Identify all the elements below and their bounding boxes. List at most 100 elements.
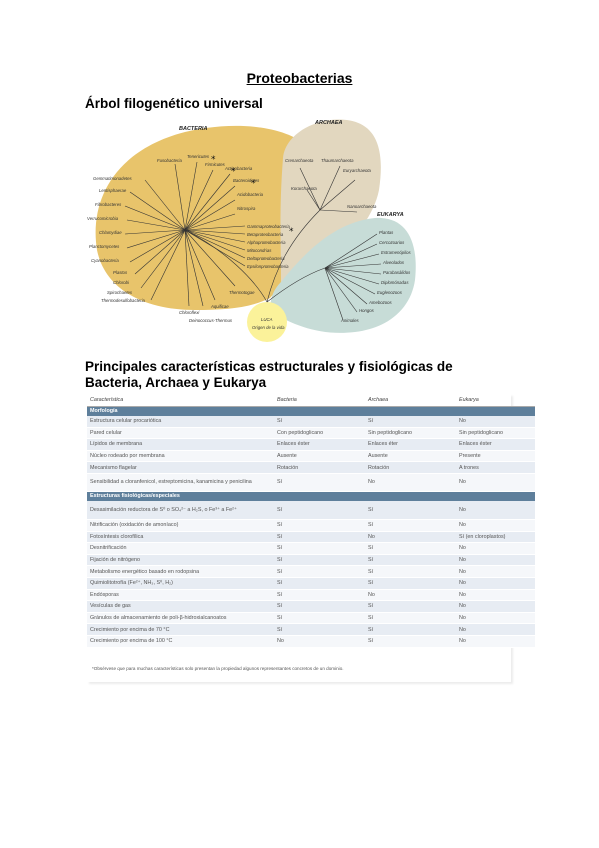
cell: Sí <box>274 531 365 544</box>
taxon-label: Estramenópilos <box>381 250 411 255</box>
phylogenetic-tree-figure: BACTERIA ARCHAEA EUKARYA Gemmatimonadete… <box>87 119 416 342</box>
section-header: Morfología <box>87 406 535 416</box>
taxon-label: Bacteroidetes <box>233 178 260 183</box>
taxon-label: Cyanobacteria <box>91 258 119 263</box>
cell: Sí <box>365 542 456 555</box>
cell: Desasimilación reductora de S⁰ o SO₄²⁻ a… <box>87 500 274 520</box>
table-row: Mecanismo flagelar Rotación Rotación A tron… <box>87 461 535 474</box>
cell: Sí (en cloroplastos) <box>456 531 535 544</box>
table-row: Estructura celular procariótica Sí Sí No <box>87 416 535 428</box>
cell: No <box>365 531 456 544</box>
taxon-label: Euglenozoos <box>377 290 403 295</box>
cell: No <box>456 519 535 532</box>
taxon-label: Planctomycetes <box>89 244 120 249</box>
cell: Fotosíntesis clorofílica <box>87 531 274 544</box>
cell: Sí <box>274 473 365 492</box>
table-heading: Principales características estructurale… <box>85 359 453 390</box>
taxon-label: Firmicutes <box>205 162 226 167</box>
taxon-label: Spirochaetes <box>107 290 133 295</box>
taxon-label: Chloroflexi <box>179 310 200 315</box>
cell: No <box>456 623 535 636</box>
cell: Sin peptidoglicano <box>456 427 535 440</box>
taxon-label: Alphaproteobacteria <box>246 240 286 245</box>
taxon-label: Aquificae <box>210 304 229 309</box>
taxon-label: Parabasálidos <box>383 270 411 275</box>
star-marker: * <box>289 227 294 237</box>
cell: Sí <box>365 600 456 613</box>
taxon-label: Nitrospira <box>237 206 256 211</box>
table-row: Gránulos de almacenamiento de poli-β-hid… <box>87 612 535 625</box>
table-row: Crecimiento por encima de 70 °C Sí Sí No <box>87 623 535 636</box>
table-row: Vesículas de gas Sí Sí No <box>87 600 535 613</box>
taxon-label: Crenarchaeota <box>285 158 314 163</box>
table-row: Fijación de nitrógeno Sí Sí No <box>87 554 535 567</box>
cell: Sí <box>274 600 365 613</box>
taxon-label: Tenericutes <box>187 154 210 159</box>
cell: Sí <box>365 416 456 428</box>
cell: No <box>456 565 535 578</box>
cell: Nitrificación (oxidación de amoníaco) <box>87 519 274 532</box>
cell: Crecimiento por encima de 100 °C <box>87 635 274 648</box>
cell: No <box>365 473 456 492</box>
tree-heading: Árbol filogenético universal <box>85 96 263 111</box>
cell: Estructura celular procariótica <box>87 416 274 428</box>
characteristics-table: Característica Bacteria Archaea Eukarya … <box>87 394 535 648</box>
taxon-label: Deltaproteobacteria <box>247 256 285 261</box>
cell: Con peptidoglicano <box>274 427 365 440</box>
cell: Mecanismo flagelar <box>87 461 274 474</box>
cell: Sí <box>274 623 365 636</box>
table-row: Desnitrificación Sí Sí No <box>87 542 535 555</box>
cell: No <box>456 542 535 555</box>
star-marker: * <box>211 155 216 165</box>
taxon-label: Lentisphaerae <box>99 188 127 193</box>
cell: Sí <box>365 635 456 648</box>
bacteria-domain-blob <box>95 125 322 310</box>
table-row: Crecimiento por encima de 100 °C No Sí No <box>87 635 535 648</box>
cell: Rotación <box>365 461 456 474</box>
cell: Sí <box>365 577 456 590</box>
cell: Enlaces éster <box>456 438 535 451</box>
taxon-label: Animales <box>340 318 360 323</box>
cell: Desnitrificación <box>87 542 274 555</box>
taxon-label: Gammaproteobacteria <box>247 224 290 229</box>
luca-sublabel: Origen de la vida <box>252 325 285 330</box>
taxon-label: Diplomónadas <box>381 280 409 285</box>
cell: No <box>456 600 535 613</box>
cell: No <box>365 589 456 602</box>
tree-branches <box>124 161 382 321</box>
cell: Sí <box>365 554 456 567</box>
table-row: Fotosíntesis clorofílica Sí No Sí (en cloro… <box>87 531 535 544</box>
cell: Ausente <box>365 450 456 463</box>
cell: Sí <box>274 577 365 590</box>
cell: Ausente <box>274 450 365 463</box>
cell: No <box>274 635 365 648</box>
cell: Sí <box>365 519 456 532</box>
cell: Núcleo rodeado por membrana <box>87 450 274 463</box>
taxon-label: Korarchaeota <box>291 186 317 191</box>
cell: Sin peptidoglicano <box>365 427 456 440</box>
star-marker: * <box>251 179 256 189</box>
cell: Sí <box>274 500 365 520</box>
cell: Sí <box>365 565 456 578</box>
cell: Presente <box>456 450 535 463</box>
cell: No <box>456 473 535 492</box>
table-row: Núcleo rodeado por membrana Ausente Ausent… <box>87 450 535 463</box>
eukarya-domain-label: EUKARYA <box>377 212 404 218</box>
cell: Fijación de nitrógeno <box>87 554 274 567</box>
taxon-label: Actinobacteria <box>224 166 253 171</box>
taxon-label: Plastos <box>113 270 128 275</box>
cell: Rotación <box>274 461 365 474</box>
cell: Crecimiento por encima de 70 °C <box>87 623 274 636</box>
cell: Endósporas <box>87 589 274 602</box>
cell: Lípidos de membrana <box>87 438 274 451</box>
cell: Sensibilidad a cloranfenicol, estreptomi… <box>87 473 274 492</box>
cell: Metabolismo energético basado en rodopsi… <box>87 565 274 578</box>
cell: Sí <box>274 612 365 625</box>
table-footnote: *Obsérvese que para muchas característic… <box>92 666 344 671</box>
cell: No <box>456 612 535 625</box>
taxon-label: Thermotogae <box>229 290 255 295</box>
taxon-label: Acidobacteria <box>236 192 264 197</box>
table-row: Sensibilidad a cloranfenicol, estreptomi… <box>87 473 535 492</box>
cell: Vesículas de gas <box>87 600 274 613</box>
star-marker: * <box>231 167 236 177</box>
